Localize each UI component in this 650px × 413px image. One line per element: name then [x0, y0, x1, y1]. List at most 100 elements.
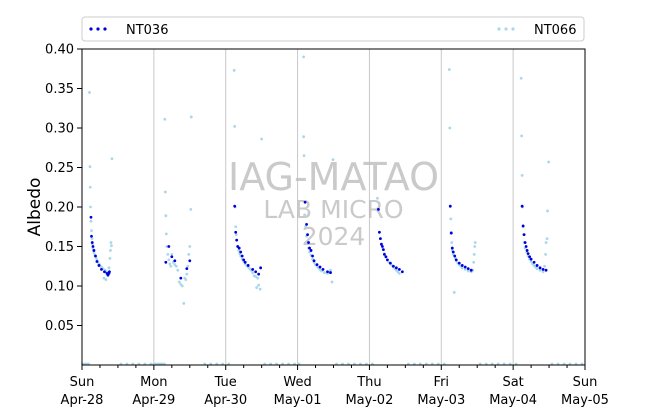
data-point-nt066: [256, 276, 260, 280]
data-point-nt036: [385, 258, 389, 262]
data-point-nt036: [520, 204, 524, 208]
data-point-nt066: [109, 249, 112, 252]
data-point-nt036: [246, 264, 250, 267]
data-point-nt036: [318, 265, 322, 269]
data-point-nt036: [240, 254, 244, 258]
data-point-nt066: [163, 117, 167, 121]
data-point-nt036: [251, 268, 255, 271]
data-point-nt066: [251, 271, 255, 274]
data-point-nt036: [394, 266, 398, 270]
data-point-nt066: [170, 253, 174, 256]
legend-label-nt066: NT066: [534, 23, 576, 38]
x-tick-date-label: May-03: [417, 393, 465, 408]
y-tick-label: 0.20: [45, 201, 74, 216]
data-point-nt036: [526, 252, 530, 256]
legend-marker-nt036: [96, 27, 100, 31]
data-point-nt066: [472, 260, 476, 264]
data-point-nt036: [541, 268, 545, 271]
data-point-nt036: [451, 250, 455, 254]
data-point-nt066: [89, 205, 92, 209]
legend-label-nt036: NT036: [126, 23, 168, 38]
data-point-nt066: [473, 245, 477, 248]
data-point-nt066: [535, 267, 539, 271]
data-point-nt066: [176, 268, 180, 272]
data-point-nt066: [302, 154, 306, 158]
data-point-nt066: [90, 229, 93, 233]
data-point-nt036: [538, 266, 542, 270]
x-tick-day-label: Tue: [214, 375, 237, 390]
watermark-line-3: 2024: [302, 222, 366, 251]
data-point-nt036: [234, 230, 238, 234]
data-point-nt066: [164, 232, 168, 236]
data-point-nt036: [535, 264, 539, 267]
data-point-nt036: [315, 263, 319, 267]
data-point-nt066: [234, 233, 238, 237]
data-point-nt036: [380, 242, 383, 246]
data-point-nt036: [450, 246, 454, 250]
data-point-nt066: [302, 135, 305, 139]
data-point-nt036: [524, 245, 528, 248]
data-point-nt066: [109, 241, 113, 244]
data-point-nt036: [391, 264, 395, 268]
data-point-nt036: [233, 204, 237, 208]
data-point-nt066: [107, 266, 111, 270]
data-point-nt036: [308, 246, 311, 250]
data-point-nt036: [378, 230, 381, 234]
data-point-nt066: [543, 264, 546, 268]
data-point-nt066: [90, 237, 94, 241]
data-point-nt066: [449, 217, 453, 221]
data-point-nt036: [259, 266, 263, 270]
watermark-line-2: LAB MICRO: [263, 195, 403, 224]
data-point-nt036: [306, 233, 309, 237]
data-point-nt066: [165, 245, 169, 248]
data-point-nt066: [545, 237, 549, 241]
legend: NT036 NT066: [81, 16, 585, 42]
data-point-nt066: [255, 286, 259, 289]
data-point-nt066: [452, 290, 456, 294]
data-point-nt066: [472, 253, 476, 256]
data-point-nt036: [237, 246, 241, 250]
data-point-nt066: [463, 268, 467, 271]
data-point-nt036: [379, 237, 382, 241]
data-point-nt066: [397, 271, 401, 275]
data-point-nt036: [384, 255, 388, 259]
data-point-nt066: [180, 284, 184, 288]
data-point-nt066: [166, 253, 170, 256]
data-point-nt036: [164, 260, 168, 264]
data-point-nt036: [525, 249, 529, 252]
legend-marker-nt066: [511, 27, 515, 31]
y-tick-label: 0.25: [45, 161, 74, 176]
data-point-nt066: [182, 301, 186, 305]
legend-marker-nt066: [504, 27, 508, 31]
data-point-nt036: [453, 254, 457, 258]
x-tick-day-label: Mon: [140, 375, 167, 390]
data-point-nt066: [450, 241, 454, 244]
data-point-nt036: [449, 231, 453, 235]
data-point-nt036: [377, 207, 380, 211]
data-point-nt066: [302, 55, 305, 59]
data-point-nt036: [95, 260, 99, 263]
data-point-nt066: [234, 225, 238, 229]
data-point-nt036: [448, 204, 452, 208]
x-tick-day-label: Wed: [283, 375, 311, 390]
x-tick-date-label: May-01: [274, 393, 322, 408]
data-point-nt066: [177, 280, 181, 284]
x-tick-date-label: Apr-30: [204, 393, 247, 408]
data-point-nt036: [305, 222, 308, 226]
data-point-nt036: [94, 254, 97, 258]
data-point-nt066: [102, 276, 106, 280]
data-point-nt036: [523, 241, 527, 244]
data-point-nt036: [90, 234, 93, 238]
data-point-nt036: [329, 271, 332, 274]
data-point-nt066: [258, 287, 262, 291]
data-point-nt036: [529, 257, 533, 261]
data-point-nt066: [254, 275, 258, 278]
data-point-nt066: [88, 185, 92, 189]
data-point-nt066: [188, 245, 192, 248]
data-point-nt036: [397, 268, 401, 271]
data-point-nt066: [257, 283, 261, 287]
data-point-nt036: [103, 270, 106, 274]
series-nt036: [89, 200, 548, 280]
data-point-nt036: [90, 241, 94, 244]
axes-layer: Sun Apr-28 Mon Apr-29 Tue Apr-30 Wed May-01 Thu M…: [45, 43, 609, 409]
